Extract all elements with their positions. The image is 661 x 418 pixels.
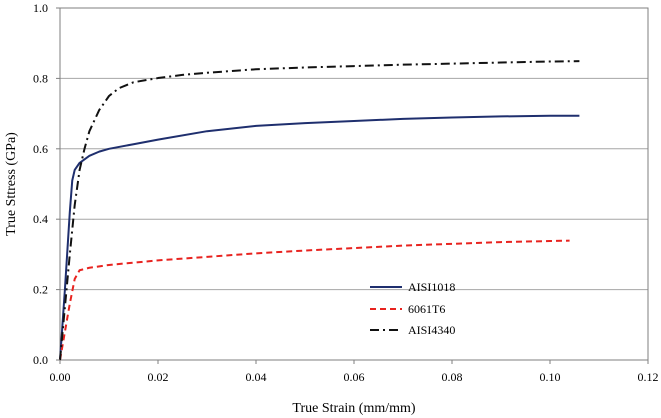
- y-tick-label: 0.2: [33, 283, 48, 297]
- x-tick-label: 0.08: [442, 370, 463, 384]
- legend-label-aisi4340: AISI4340: [408, 323, 455, 337]
- series-layer: [59, 60, 580, 361]
- x-tick-label: 0.02: [148, 370, 169, 384]
- y-tick-label: 0.6: [33, 142, 48, 156]
- y-tick-label: 0.0: [33, 353, 48, 367]
- grid-lines: [60, 77, 648, 291]
- series-line-6061t6: [59, 239, 570, 361]
- legend-label-aisi1018: AISI1018: [408, 280, 455, 294]
- x-tick-label: 0.12: [638, 370, 659, 384]
- x-tick-label: 0.10: [540, 370, 561, 384]
- series-line-aisi4340: [59, 60, 580, 361]
- y-axis-ticks: 0.0 0.2 0.4 0.6 0.8 1.0: [33, 1, 60, 367]
- y-tick-label: 0.8: [33, 71, 48, 85]
- x-axis-label: True Strain (mm/mm): [292, 401, 415, 416]
- x-tick-label: 0.00: [50, 370, 71, 384]
- x-axis-ticks: 0.00 0.02 0.04 0.06 0.08 0.10 0.12: [50, 360, 659, 384]
- y-axis-label: True Sttress (GPa): [4, 132, 19, 236]
- y-tick-label: 0.4: [33, 212, 48, 226]
- y-tick-label: 1.0: [33, 1, 48, 15]
- x-tick-label: 0.06: [344, 370, 365, 384]
- series-line-aisi1018: [59, 114, 580, 361]
- x-tick-label: 0.04: [246, 370, 267, 384]
- legend-label-6061t6: 6061T6: [408, 302, 445, 316]
- legend: AISI1018 6061T6 AISI4340: [370, 280, 455, 337]
